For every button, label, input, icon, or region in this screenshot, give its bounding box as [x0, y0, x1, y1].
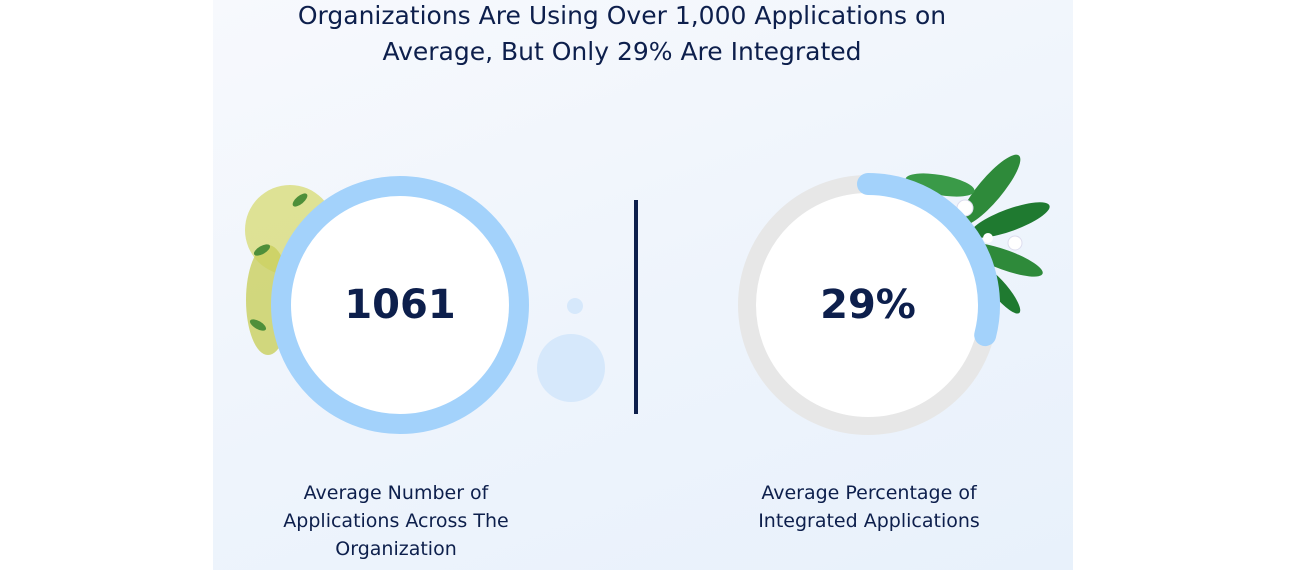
- title: Organizations Are Using Over 1,000 Appli…: [297, 1, 947, 66]
- ring: [271, 176, 529, 434]
- stat-value: 1061: [344, 282, 456, 328]
- bubble: [537, 334, 605, 402]
- stat-caption: Average Number of Applications Across Th…: [283, 482, 509, 560]
- gauge-arc: [857, 173, 1000, 347]
- bubble: [567, 298, 583, 314]
- stat-caption: Average Percentage of Integrated Applica…: [758, 482, 980, 532]
- stat-value: 29%: [820, 282, 916, 328]
